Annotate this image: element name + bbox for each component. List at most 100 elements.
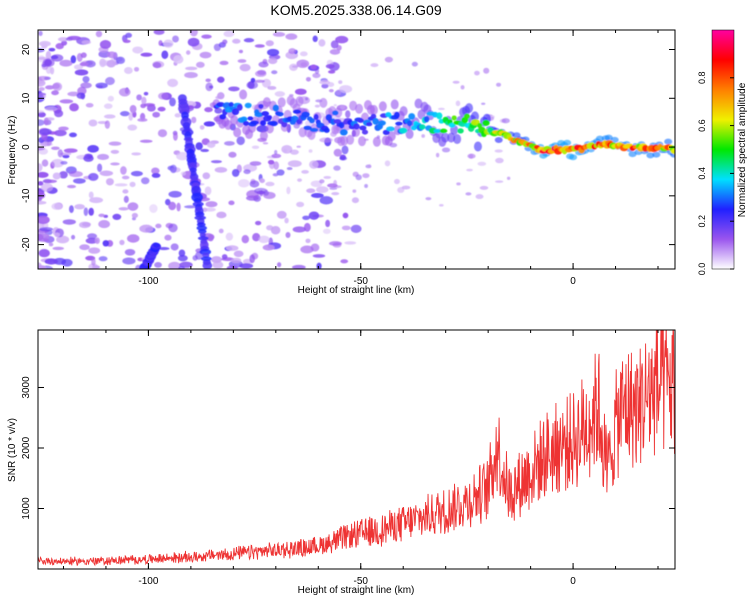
noise-blob xyxy=(271,153,282,159)
noise-blob xyxy=(306,188,316,194)
noise-blob xyxy=(438,204,444,207)
noise-blob xyxy=(38,163,43,172)
streak-blob xyxy=(197,236,209,241)
noise-blob xyxy=(284,217,289,224)
noise-blob xyxy=(201,34,212,39)
spectrogram-x-tick-label: 0 xyxy=(570,276,576,287)
noise-blob xyxy=(368,164,372,169)
noise-blob xyxy=(105,178,114,186)
noise-blob xyxy=(286,167,293,171)
noise-blob xyxy=(168,223,178,233)
noise-blob xyxy=(495,157,504,164)
noise-blob xyxy=(168,261,181,269)
noise-blob xyxy=(137,118,148,122)
colorbar-tick-label: 0.2 xyxy=(697,215,707,228)
noise-blob xyxy=(238,49,243,54)
signal-core xyxy=(281,121,288,128)
noise-blob xyxy=(50,55,59,60)
signal-halo xyxy=(628,151,637,158)
noise-blob xyxy=(131,212,139,219)
noise-blob xyxy=(222,39,228,45)
noise-blob xyxy=(314,68,320,75)
noise-blob xyxy=(74,204,85,210)
signal-core xyxy=(313,113,319,121)
noise-blob xyxy=(308,149,313,153)
noise-blob xyxy=(88,207,94,216)
noise-blob xyxy=(104,120,111,129)
noise-blob xyxy=(333,165,341,171)
noise-blob xyxy=(38,249,50,258)
noise-blob xyxy=(173,54,184,64)
noise-blob xyxy=(362,173,370,179)
noise-blob xyxy=(180,171,186,176)
noise-blob xyxy=(140,52,153,57)
noise-blob xyxy=(339,156,348,161)
noise-blob xyxy=(397,187,405,193)
noise-blob xyxy=(110,149,120,154)
colorbar-gradient xyxy=(711,29,735,270)
signal-halo xyxy=(224,119,233,130)
noise-blob xyxy=(206,141,216,148)
noise-blob xyxy=(506,176,511,180)
noise-blob xyxy=(251,145,260,149)
noise-blob xyxy=(228,86,240,92)
noise-blob xyxy=(112,213,122,221)
noise-blob xyxy=(88,263,99,269)
noise-blob xyxy=(124,67,133,75)
noise-blob xyxy=(344,241,357,245)
noise-blob xyxy=(178,266,185,269)
signal-core xyxy=(361,129,369,135)
noise-blob xyxy=(87,233,98,240)
noise-blob xyxy=(38,196,43,202)
noise-blob xyxy=(311,193,324,198)
noise-blob xyxy=(333,185,342,189)
noise-blob xyxy=(312,72,321,79)
noise-blob xyxy=(152,111,161,118)
noise-blob xyxy=(178,249,186,257)
noise-blob xyxy=(38,147,45,151)
noise-blob xyxy=(305,97,309,101)
noise-blob xyxy=(452,80,460,84)
noise-blob xyxy=(52,83,61,89)
noise-blob xyxy=(174,113,181,118)
noise-blob xyxy=(59,59,73,67)
noise-blob xyxy=(241,235,250,244)
noise-blob xyxy=(129,104,137,114)
spectrogram-y-tick-label: -20 xyxy=(21,237,32,252)
noise-blob xyxy=(185,66,198,71)
noise-blob xyxy=(74,69,89,76)
noise-blob xyxy=(73,64,84,70)
noise-blob xyxy=(218,228,224,234)
noise-blob xyxy=(310,64,317,70)
noise-blob xyxy=(38,119,45,126)
noise-blob xyxy=(149,204,158,213)
noise-blob xyxy=(270,226,281,235)
noise-blob xyxy=(185,50,191,55)
noise-blob xyxy=(107,51,117,59)
noise-blob xyxy=(58,126,69,131)
noise-blob xyxy=(384,56,393,63)
noise-blob xyxy=(45,85,55,90)
noise-blob xyxy=(285,232,291,238)
noise-blob xyxy=(43,179,58,184)
noise-blob xyxy=(69,132,77,138)
noise-blob xyxy=(39,40,51,47)
signal-core xyxy=(260,120,267,126)
noise-blob xyxy=(176,202,181,212)
colorbar-tick-label: 0.6 xyxy=(697,119,707,132)
noise-blob xyxy=(51,202,63,210)
noise-blob xyxy=(200,148,210,153)
colorbar-tick-label: 0.0 xyxy=(697,263,707,276)
noise-blob xyxy=(39,227,54,232)
signal-core xyxy=(359,125,367,131)
noise-blob xyxy=(338,80,343,84)
spectrogram-x-axis-label: Height of straight line (km) xyxy=(298,285,415,296)
noise-blob xyxy=(312,254,326,258)
noise-blob xyxy=(228,200,235,206)
noise-blob xyxy=(170,243,179,251)
signal-halo xyxy=(319,97,328,108)
noise-blob xyxy=(85,237,98,244)
noise-blob xyxy=(321,83,329,89)
noise-blob xyxy=(55,43,64,50)
signal-core xyxy=(372,117,379,125)
